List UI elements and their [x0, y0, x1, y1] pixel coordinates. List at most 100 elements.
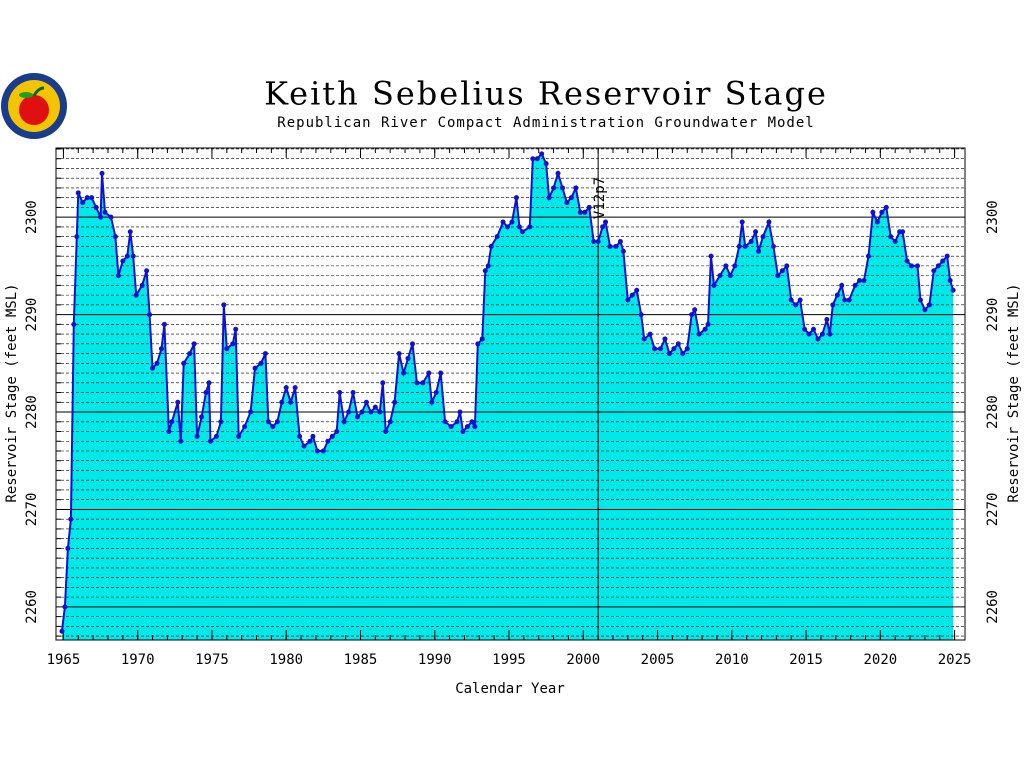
data-point [75, 190, 81, 196]
data-point [350, 390, 356, 396]
data-point [779, 268, 785, 274]
data-point [359, 409, 365, 415]
data-point [675, 341, 681, 347]
annotation-text: V12p7 [592, 177, 608, 219]
data-point [658, 346, 664, 352]
data-point [59, 628, 65, 634]
data-point [551, 185, 557, 191]
data-point [320, 448, 326, 454]
data-point [879, 209, 885, 215]
data-point [133, 292, 139, 298]
data-point [534, 156, 540, 162]
y-tick-label: 2280 [24, 395, 40, 429]
data-point [325, 438, 331, 444]
data-point [680, 351, 686, 357]
data-point [815, 336, 821, 342]
data-point [464, 424, 470, 430]
data-point [756, 248, 762, 254]
data-point [363, 399, 369, 405]
data-point [857, 277, 863, 283]
x-tick-label: 2020 [863, 652, 897, 668]
y2-tick-label: 2290 [985, 298, 1001, 332]
x-tick-label: 1995 [492, 652, 526, 668]
data-point [414, 380, 420, 386]
data-point [99, 170, 105, 176]
data-point [760, 234, 766, 240]
data-point [124, 253, 130, 259]
data-point [62, 604, 68, 610]
data-point [150, 365, 156, 371]
data-point [513, 195, 519, 201]
data-point [274, 419, 280, 425]
data-point [940, 258, 946, 264]
x-tick-label: 2010 [715, 652, 749, 668]
data-point [617, 239, 623, 245]
data-point [472, 424, 478, 430]
data-point [607, 243, 613, 249]
x-tick-label: 2015 [789, 652, 823, 668]
data-point [874, 219, 880, 225]
data-point [448, 424, 454, 430]
data-point [620, 248, 626, 254]
data-point [931, 268, 937, 274]
data-point [530, 156, 536, 162]
data-point [539, 151, 545, 157]
data-point [819, 331, 825, 337]
data-point [218, 419, 224, 425]
data-point [297, 433, 303, 439]
data-point [892, 239, 898, 245]
data-point [944, 253, 950, 259]
data-point [717, 273, 723, 279]
data-point [301, 443, 307, 449]
data-point [766, 219, 772, 225]
data-point [629, 292, 635, 298]
data-point [442, 419, 448, 425]
data-point [705, 321, 711, 327]
data-point [559, 185, 565, 191]
data-point [770, 243, 776, 249]
data-point [409, 341, 415, 347]
data-point [429, 399, 435, 405]
data-point [392, 399, 398, 405]
data-point [802, 326, 808, 332]
data-point [696, 331, 702, 337]
data-point [950, 287, 956, 293]
data-point [652, 346, 658, 352]
data-point [739, 219, 745, 225]
data-point [265, 419, 271, 425]
data-point [684, 346, 690, 352]
data-point [469, 419, 475, 425]
data-point [248, 409, 254, 415]
data-point [830, 302, 836, 308]
data-point [909, 263, 915, 269]
data-point [355, 414, 361, 420]
data-point [383, 429, 389, 435]
data-point [84, 195, 90, 201]
data-point [372, 404, 378, 410]
chart-title: Keith Sebelius Reservoir Stage [264, 75, 828, 113]
plot-frame [55, 147, 966, 641]
data-point [203, 390, 209, 396]
x-tick-label: 1970 [121, 652, 155, 668]
data-point [689, 312, 695, 318]
data-point [727, 273, 733, 279]
logo [1, 73, 67, 139]
data-point [310, 433, 316, 439]
data-point [641, 336, 647, 342]
data-point [71, 321, 77, 327]
data-point [568, 195, 574, 201]
data-point [494, 234, 500, 240]
data-point [387, 419, 393, 425]
data-point [454, 419, 460, 425]
data-point [206, 380, 212, 386]
data-point [401, 370, 407, 376]
chart-subtitle: Republican River Compact Administration … [277, 115, 814, 131]
x-axis-label: Calendar Year [455, 681, 565, 697]
data-point [89, 195, 95, 201]
data-point [175, 399, 181, 405]
data-point [262, 351, 268, 357]
data-point [341, 419, 347, 425]
data-point [671, 346, 677, 352]
data-point [842, 297, 848, 303]
data-point [926, 302, 932, 308]
